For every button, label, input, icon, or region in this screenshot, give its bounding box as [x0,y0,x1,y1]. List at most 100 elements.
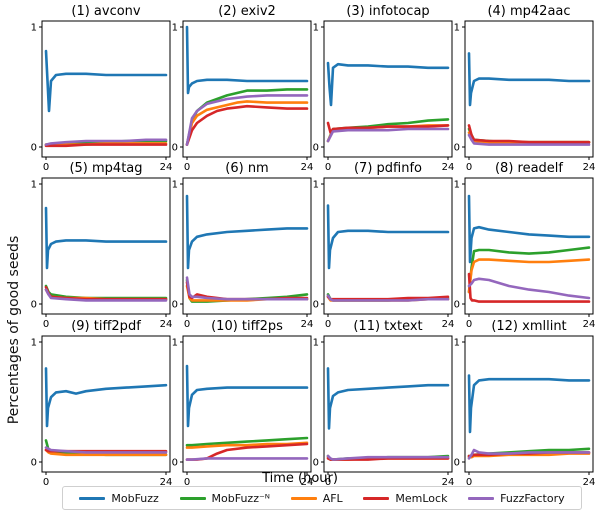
y-tick-label: 0 [31,300,37,311]
series-line-fuzzfactory [185,457,309,461]
legend-item-mobfuzz: MobFuzz [79,491,159,505]
x-tick-label: 0 [43,477,49,488]
legend-item-afl: AFL [290,491,343,505]
series-line-fuzzfactory [467,133,591,146]
y-tick-label: 0 [172,143,178,154]
x-tick-label: 0 [184,162,190,173]
series-line-afl [185,100,309,146]
x-tick-label: 24 [583,319,596,330]
x-tick-label: 24 [442,162,455,173]
subplot-title: (1) avconv [71,4,141,19]
x-tick-label: 0 [43,162,49,173]
axes-frame [41,335,171,473]
x-tick-label: 24 [160,162,173,173]
y-axis-label: Percentages of good seeds [6,235,22,425]
x-tick-label: 24 [583,477,596,488]
x-tick-label: 0 [184,319,190,330]
y-tick-label: 1 [172,338,178,349]
y-tick-label: 1 [313,338,319,349]
y-tick-label: 0 [313,458,319,469]
x-tick-label: 0 [325,162,331,173]
series-line-afl [44,448,168,457]
series-line-memlock [467,124,591,144]
legend-label: AFL [322,491,343,505]
legend-item-memlock: MemLock [363,492,447,505]
y-tick-label: 1 [454,338,460,349]
series-line-memlock [185,104,309,146]
series-line-mobfuzz [467,246,591,294]
x-tick-label: 0 [466,477,472,488]
series-line-mobfuzz [44,49,168,113]
x-tick-label: 24 [160,477,173,488]
y-tick-label: 1 [313,23,319,34]
axes-frame [182,177,312,315]
subplot-title: (11) txtext [353,319,422,334]
legend-swatch [79,496,106,500]
axes-frame [464,335,594,473]
x-tick-label: 24 [442,477,455,488]
y-tick-label: 0 [31,143,37,154]
subplot-title: (7) pdfinfo [354,161,422,176]
series-line-mobfuzz [44,206,168,270]
subplot-title: (9) tiff2pdf [71,319,141,334]
x-axis-label: Time (hour) [261,471,338,486]
x-tick-label: 24 [442,319,455,330]
legend-item-mobfuzz-n: MobFuzz⁻ᴺ [179,492,270,505]
subplot-title: (3) infotocap [346,4,429,19]
series-line-mobfuzz [185,25,309,95]
series-line-afl [467,258,591,294]
y-tick-label: 0 [313,143,319,154]
series-line-mobfuzz [185,194,309,270]
series-line-afl [185,441,309,449]
series-line-mobfuzz [467,194,591,264]
y-tick-label: 1 [313,180,319,191]
axes-frame [41,177,171,315]
legend: MobFuzz MobFuzz⁻ᴺ AFL MemLock FuzzFactor… [62,486,582,510]
y-tick-label: 0 [454,458,460,469]
axes-frame [41,20,171,158]
x-tick-label: 24 [301,319,314,330]
axes-frame [323,177,453,315]
y-tick-label: 1 [31,180,37,191]
subplot-title: (2) exiv2 [218,4,276,19]
y-tick-label: 0 [454,300,460,311]
axes-frame [323,20,453,158]
y-tick-label: 0 [172,300,178,311]
series-line-mobfuzz [44,367,168,428]
y-tick-label: 0 [313,300,319,311]
subplot-title: (8) readelf [495,161,563,176]
axes-frame [464,20,594,158]
legend-swatch [468,496,495,500]
series-line-mobfuzz [467,374,591,434]
series-line-fuzzfactory [326,127,450,143]
x-tick-label: 0 [325,319,331,330]
subplot-title: (5) mp4tag [69,161,142,176]
y-tick-label: 1 [172,180,178,191]
series-line-fuzzfactory [467,277,591,300]
y-tick-label: 0 [454,143,460,154]
series-line-mobfuzz [44,284,168,300]
series-line-fuzzfactory [326,294,450,302]
series-line-fuzzfactory [44,138,168,146]
series-line-memlock [467,272,591,303]
x-tick-label: 0 [466,162,472,173]
x-tick-label: 0 [325,477,331,488]
legend-label: MemLock [395,491,448,505]
series-line-fuzzfactory [185,94,309,146]
series-line-memlock [326,121,450,134]
y-tick-label: 0 [172,458,178,469]
series-line-memlock [44,143,168,148]
legend-swatch [363,496,390,500]
series-line-mobfuzz [185,436,309,447]
series-line-mobfuzz [326,204,450,270]
subplot-3-infotocap: (3) infotocap 0 1 0 24 [313,4,455,173]
subplot-4-mp42aac: (4) mp42aac 0 1 0 24 [454,4,596,173]
legend-label: MobFuzz [111,491,159,505]
